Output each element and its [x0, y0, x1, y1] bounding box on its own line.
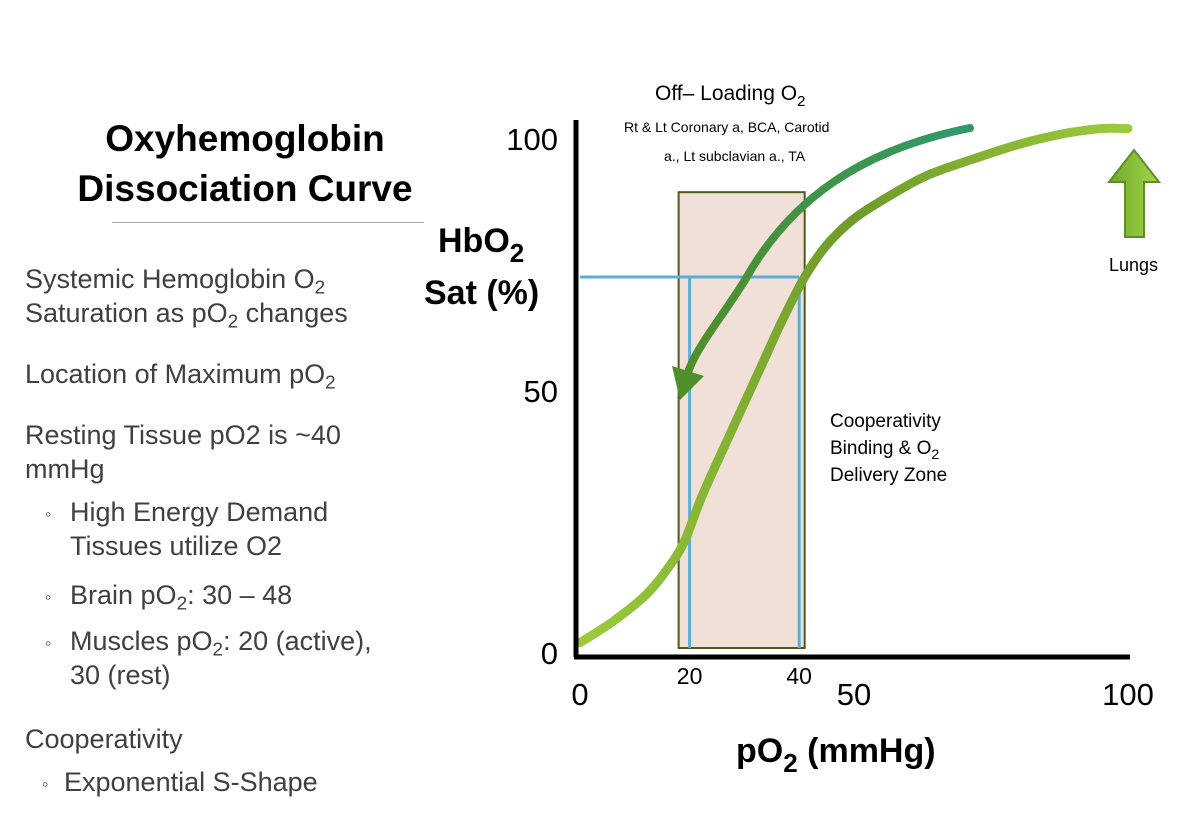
curve-point — [698, 497, 704, 503]
vessel-note-line-1: Rt & Lt Coronary a, BCA, Carotid — [624, 119, 829, 135]
saturation-curve-line — [575, 123, 1133, 648]
zone-label-line-2: Binding & O2 — [830, 438, 939, 462]
curve-point — [758, 364, 764, 370]
bullet-marker: ◦ — [45, 633, 52, 653]
off-loading-arrow — [684, 124, 974, 376]
curve-point — [780, 316, 786, 322]
y-tick-label-100: 100 — [506, 122, 558, 157]
lungs-label: Lungs — [1109, 255, 1158, 275]
curve-point — [1015, 142, 1021, 148]
x-tick-label-0: 0 — [571, 677, 588, 712]
curve-point — [714, 460, 720, 466]
y-tick-label-0: 0 — [541, 636, 558, 671]
bullet-systemic-saturation: Systemic Hemoglobin O2 Saturation as pO2… — [25, 264, 348, 333]
x-tick-label-50: 50 — [837, 677, 871, 712]
curve-point — [681, 539, 687, 545]
x-axis-label: pO2 (mmHg) — [736, 732, 936, 778]
off-loading-label: Off– Loading O2 — [655, 82, 805, 110]
curve-point — [1098, 126, 1104, 132]
curve-point — [802, 274, 808, 280]
lungs-up-arrow — [1106, 148, 1162, 238]
y-axis-label-line-1: HbO2 — [438, 222, 524, 268]
zone-tick-label-20: 20 — [677, 663, 703, 689]
bullet-marker: ◦ — [45, 587, 52, 607]
title-line-1: Oxyhemoglobin — [105, 118, 385, 159]
curve-point — [884, 195, 890, 201]
title-divider — [112, 222, 424, 223]
y-tick-label-50: 50 — [524, 374, 558, 409]
bullet-marker: ◦ — [45, 504, 52, 524]
y-axis-label-line-2: Sat (%) — [424, 274, 539, 312]
slide-title: Oxyhemoglobin Dissociation Curve — [40, 114, 450, 214]
sub-bullet-brain: ◦ Brain pO2: 30 – 48 — [45, 580, 293, 615]
sub-bullet-muscles: ◦ Muscles pO2: 20 (active), 30 (rest) — [45, 626, 372, 690]
bullet-marker: ◦ — [42, 774, 49, 794]
curve-point — [851, 216, 857, 222]
curve-point — [610, 619, 616, 625]
delivery-zone-rect — [677, 191, 806, 649]
curve-point — [736, 412, 742, 418]
vessel-note-line-2: a., Lt subclavian a., TA — [664, 148, 806, 164]
bullet-cooperativity: Cooperativity — [25, 724, 183, 754]
curve-point — [643, 592, 649, 598]
curve-point — [1059, 131, 1065, 137]
sub-bullet-high-energy: ◦ High Energy Demand Tissues utilize O2 — [45, 497, 329, 561]
bullet-max-po2: Location of Maximum pO2 — [25, 359, 336, 394]
title-line-2: Dissociation Curve — [77, 168, 413, 209]
off-loading-arrowhead — [672, 366, 704, 400]
curve-point — [922, 173, 928, 179]
zone-tick-label-40: 40 — [786, 663, 812, 689]
curve-point — [824, 242, 830, 248]
curve-point — [966, 157, 972, 163]
zone-label-line-1: Cooperativity — [830, 411, 941, 432]
curve-point — [1125, 126, 1131, 132]
sub-bullet-s-shape: ◦ Exponential S-Shape — [42, 765, 318, 799]
bullet-resting-tissue: Resting Tissue pO2 is ~40 mmHg — [25, 420, 341, 484]
curve-point — [665, 566, 671, 572]
zone-label-line-3: Delivery Zone — [830, 465, 947, 486]
x-tick-label-100: 100 — [1102, 677, 1154, 712]
